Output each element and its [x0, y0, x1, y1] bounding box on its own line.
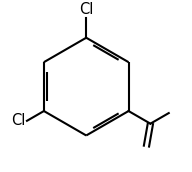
Text: Cl: Cl [79, 2, 94, 17]
Text: Cl: Cl [11, 113, 25, 128]
